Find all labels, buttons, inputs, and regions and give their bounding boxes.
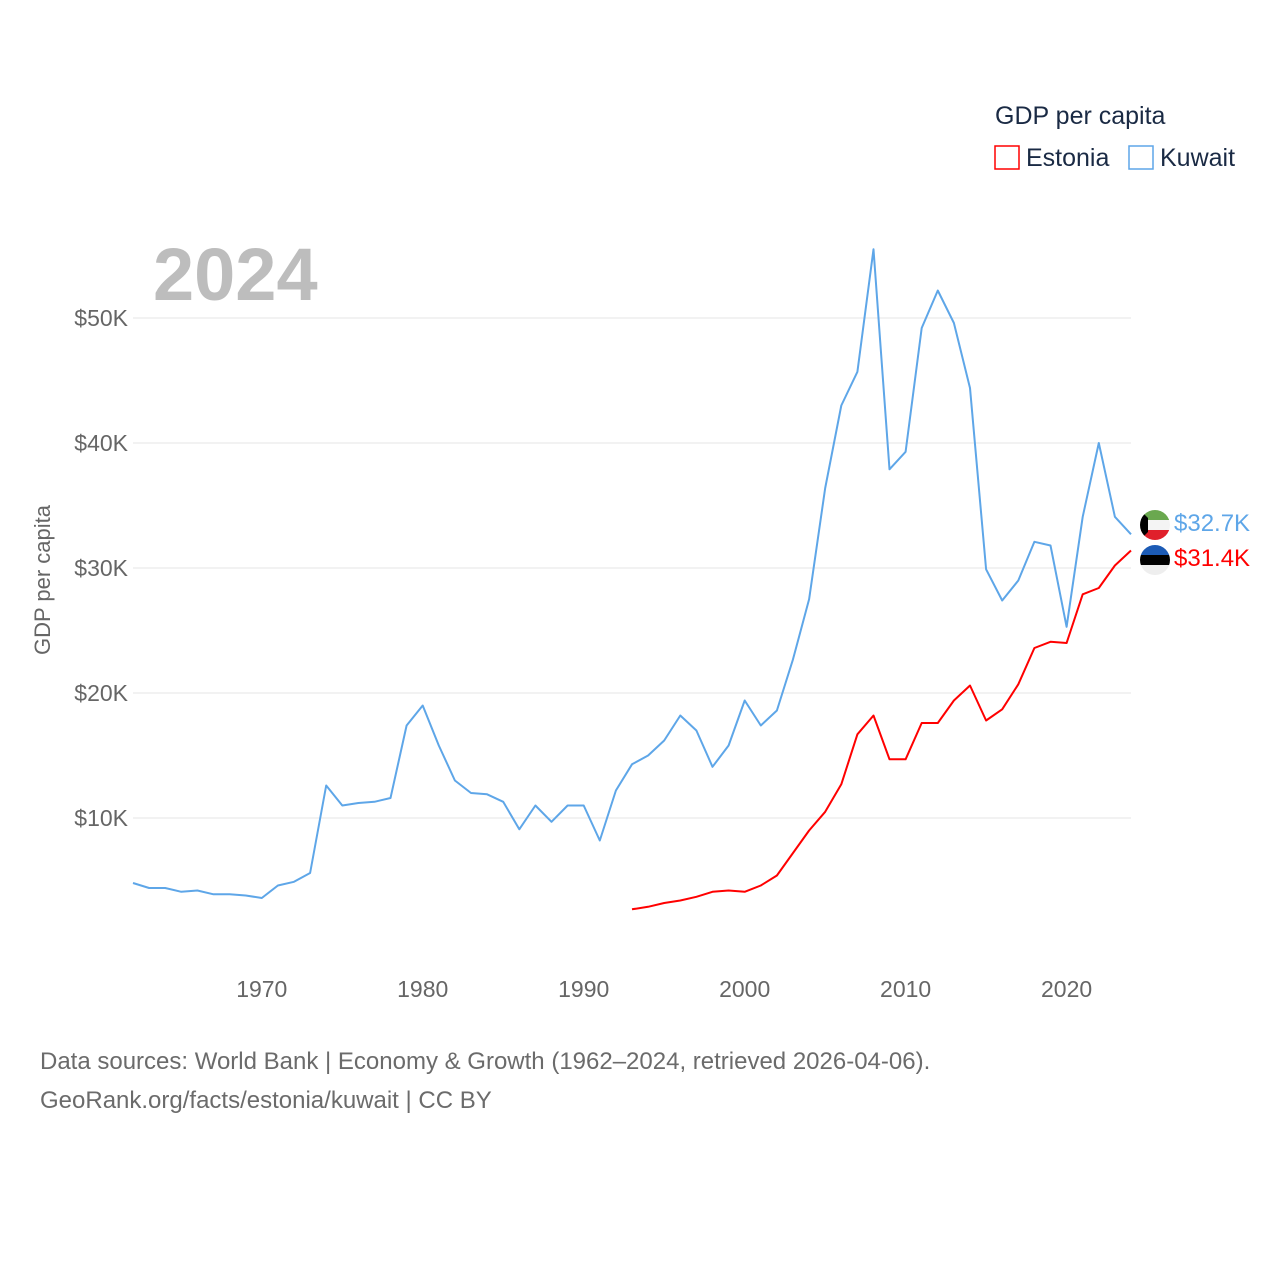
- x-tick-label: 1980: [397, 976, 448, 1002]
- y-tick-label: $10K: [74, 805, 128, 831]
- legend-label-estonia: Estonia: [1026, 144, 1109, 172]
- legend-swatch-kuwait: [1128, 145, 1154, 170]
- footer-link[interactable]: GeoRank.org/facts/estonia/kuwait | CC BY: [40, 1087, 492, 1114]
- series-line-kuwait: [132, 248, 1132, 899]
- x-tick-label: 1970: [236, 976, 287, 1002]
- legend-title: GDP per capita: [995, 102, 1166, 130]
- x-tick-label: 1990: [558, 976, 609, 1002]
- legend-item-kuwait[interactable]: Kuwait: [1128, 144, 1235, 172]
- footer-sources: Data sources: World Bank | Economy & Gro…: [40, 1048, 930, 1075]
- x-tick-label: 2000: [719, 976, 770, 1002]
- x-tick-label: 2020: [1041, 976, 1092, 1002]
- x-tick-label: 2010: [880, 976, 931, 1002]
- kuwait-flag-icon: [1140, 510, 1170, 540]
- y-tick-label: $20K: [74, 680, 128, 706]
- legend-item-estonia[interactable]: Estonia: [994, 144, 1109, 172]
- kuwait-end-label: $32.7K: [1174, 510, 1250, 537]
- estonia-flag-icon: [1140, 545, 1170, 575]
- legend-swatch-estonia: [994, 145, 1020, 170]
- y-tick-label: $50K: [74, 305, 128, 331]
- estonia-end-label: $31.4K: [1174, 545, 1250, 572]
- y-axis-label: GDP per capita: [30, 504, 55, 655]
- series-line-estonia: [631, 549, 1132, 911]
- legend-label-kuwait: Kuwait: [1160, 144, 1235, 172]
- year-label: 2024: [153, 233, 318, 316]
- y-tick-label: $30K: [74, 555, 128, 581]
- y-tick-label: $40K: [74, 430, 128, 456]
